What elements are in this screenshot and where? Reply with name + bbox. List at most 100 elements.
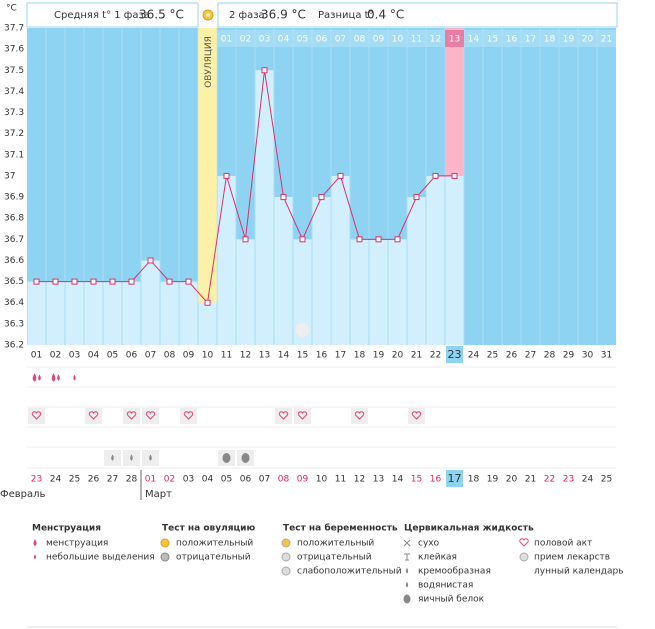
icon-cell [294,408,311,424]
x-tick-label: 15 [297,351,308,361]
temp-bar [198,302,217,345]
x-tick-label: 28 [544,351,556,361]
y-tick-label: 37 [4,171,15,181]
legend-icon [403,594,411,604]
heart-icon [31,411,42,420]
drop-icon [111,454,114,461]
date-label: 13 [373,475,384,485]
date-label: 01 [145,475,156,485]
temp-bar [312,197,331,345]
temp-bar [122,281,141,345]
temp-bar [84,281,103,345]
x-tick-label: 20 [392,351,404,361]
month-label: Март [145,489,172,500]
header-box [26,2,199,28]
legend-icon [404,553,410,561]
temp-point [432,172,439,179]
legend-item: менструация [46,539,108,549]
icon-cell [85,408,102,424]
heart-icon [183,411,194,420]
temp-point [71,278,78,285]
temp-point [166,278,173,285]
icon-cell [123,408,140,424]
temp-point [261,67,268,74]
cycle-day-label: 02 [240,35,251,45]
x-tick-label: 21 [411,351,422,361]
date-label: 25 [69,475,80,485]
y-tick-label: 36.5 [4,277,24,287]
date-label: 25 [601,475,612,485]
temp-point [242,236,249,243]
drop-icon [51,373,56,382]
cycle-day-label: 12 [430,35,441,45]
y-tick-label: 36.8 [4,214,24,224]
legend-icon [521,566,526,576]
legend-title: Цервикальная жидкость [404,524,534,534]
y-tick-label: 37.2 [4,129,24,139]
date-label: 23 [563,475,574,485]
date-label: 21 [525,475,536,485]
x-tick-label: 17 [335,351,346,361]
y-tick-label: 36.7 [4,235,24,245]
temp-point [204,299,211,306]
x-tick-label: 25 [487,351,498,361]
x-tick-label: 16 [316,351,328,361]
x-tick-label: 23 [448,348,462,361]
temp-bar [103,281,122,345]
temp-bar [65,281,84,345]
cycle-day-highlight [445,30,464,47]
y-tick-label: 37.5 [4,66,24,76]
legend-icon [519,552,529,562]
x-tick-label: 03 [69,351,80,361]
legend-item: положительный [176,539,253,549]
heart-icon [297,411,308,420]
temp-bar [46,281,65,345]
temp-bar [426,175,445,345]
x-tick-label: 08 [164,351,176,361]
drop-icon [73,374,76,381]
x-tick-label: 26 [506,351,518,361]
date-label: 20 [506,475,518,485]
legend-item: лунный календарь [534,567,624,577]
temp-bar [274,197,293,345]
y-tick-label: 37.4 [4,87,24,97]
x-tick-label: 01 [31,351,42,361]
legend-item: кремообразная [418,567,491,577]
date-label: 18 [468,475,480,485]
date-label: 04 [202,475,214,485]
phase1-label: Средняя t° 1 фаза [54,10,150,21]
cycle-day-label: 19 [563,35,575,45]
date-label: 17 [448,472,462,485]
x-tick-label: 30 [582,351,594,361]
temp-point [128,278,135,285]
temp-point [337,172,344,179]
legend-icon [281,566,291,576]
heart-icon [88,411,99,420]
icon-cell [351,408,368,424]
cycle-day-label: 17 [525,35,536,45]
legend-item: водянистая [418,581,473,591]
temp-point [451,172,458,179]
temp-bar [369,239,388,345]
temp-bar [445,175,464,345]
legend-item: яичный белок [418,595,485,605]
date-label: 02 [164,475,175,485]
diff-label: Разница t° [318,10,374,21]
legend-item: отрицательный [297,553,372,563]
x-tick-label: 09 [183,351,195,361]
date-label: 22 [544,475,555,485]
drop-icon [33,554,37,560]
legend-item: отрицательный [176,553,251,563]
moon-icon [295,323,310,337]
legend-icon [403,539,411,547]
legend-icon [160,538,170,548]
temp-point [375,236,382,243]
date-label: 05 [221,475,232,485]
x-tick-label: 07 [145,351,156,361]
cycle-day-label: 11 [411,35,422,45]
day-highlight [446,346,463,363]
date-label: 10 [316,475,328,485]
temp-point [223,172,230,179]
heart-icon [278,411,289,420]
x-tick-label: 29 [563,351,575,361]
